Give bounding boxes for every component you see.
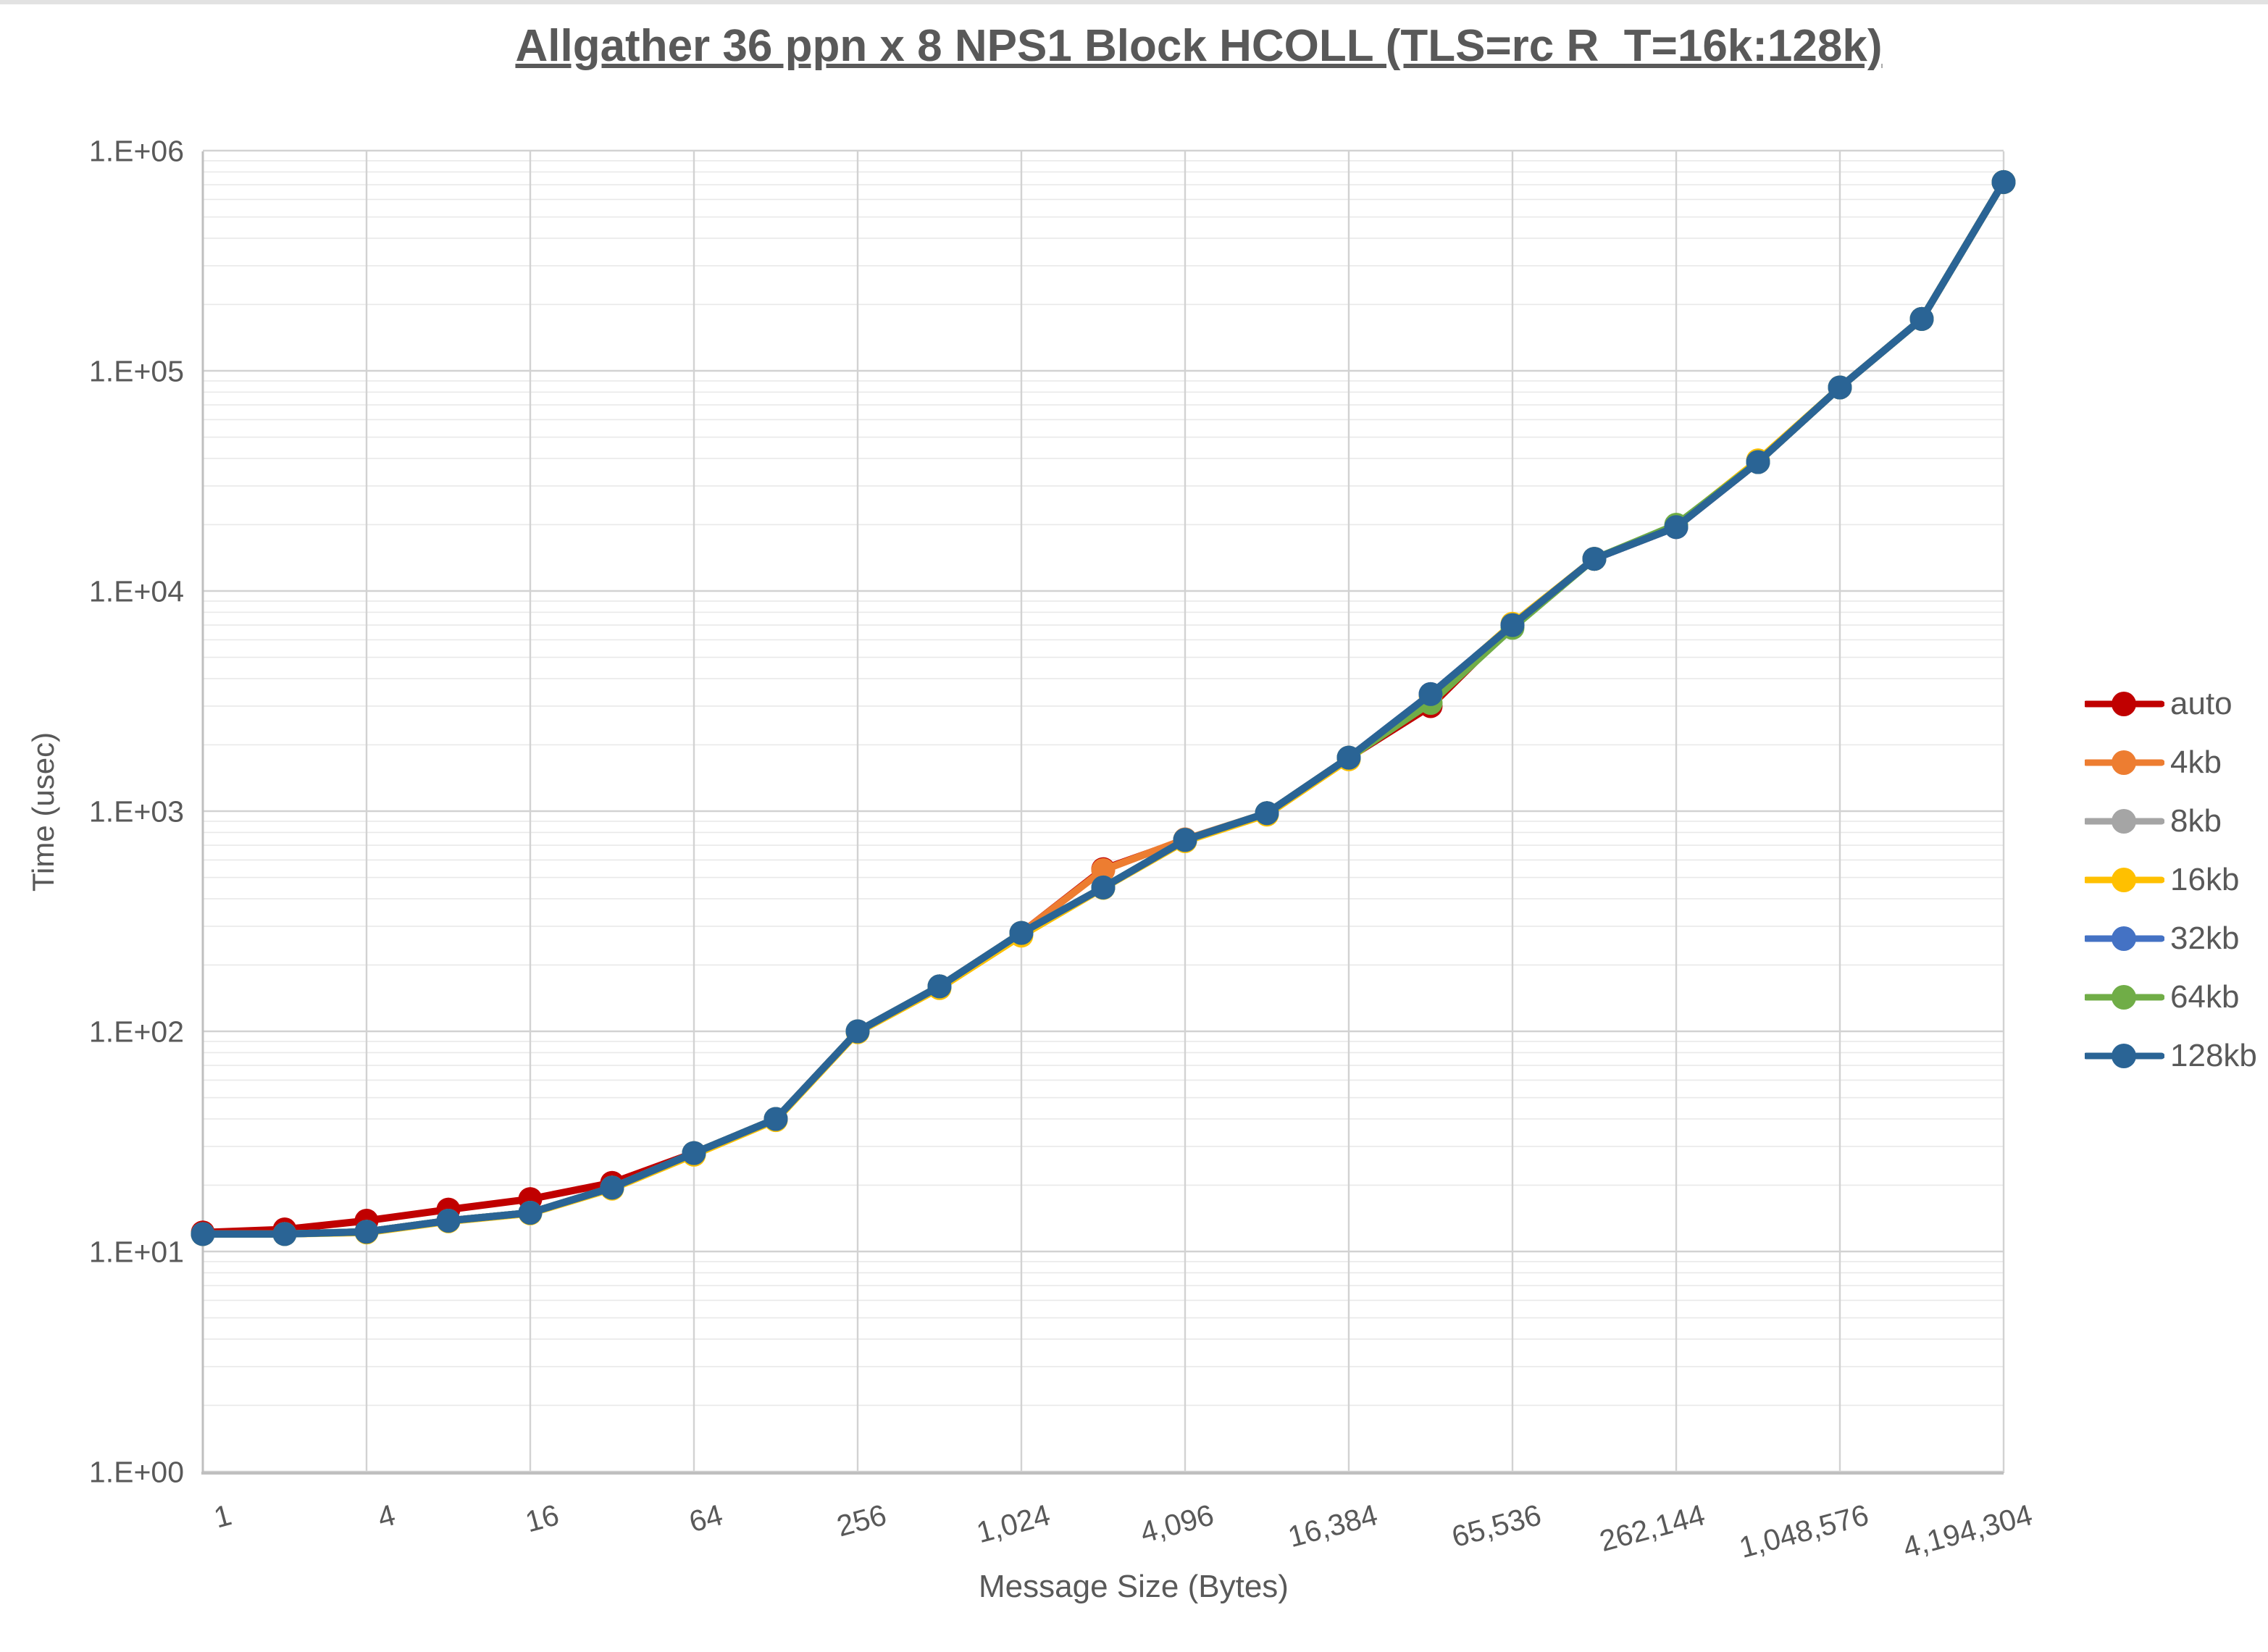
- x-tick-label: 4,096: [1137, 1498, 1217, 1549]
- series-64kb: [191, 169, 2016, 1246]
- legend-label-16kb: 16kb: [2170, 862, 2240, 897]
- series-line-auto: [199, 178, 2007, 1236]
- data-point-128kb: [518, 1201, 543, 1225]
- legend-label-8kb: 8kb: [2170, 803, 2222, 839]
- series-line-4kb: [199, 178, 2007, 1238]
- legend-marker-8kb: [2085, 809, 2164, 834]
- series-line-64kb: [199, 178, 2007, 1238]
- data-point-128kb: [1909, 306, 1934, 331]
- data-point-128kb: [845, 1019, 870, 1044]
- y-tick-labels: 1.E+00 1.E+01 1.E+02 1.E+03 1.E+04 1.E+05 1.E+…: [89, 134, 184, 1488]
- legend-item-8kb: 8kb: [2085, 803, 2257, 839]
- x-tick-label: 4: [374, 1498, 398, 1534]
- legend-item-auto: auto: [2085, 686, 2257, 721]
- y-axis-title: Time (usec): [26, 731, 60, 892]
- legend-dot: [2112, 750, 2136, 775]
- series-line-128kb: [199, 178, 2007, 1238]
- y-tick-label: 1.E+02: [89, 1015, 184, 1048]
- data-series: [191, 169, 2016, 1246]
- series-line-8kb: [199, 178, 2007, 1238]
- x-tick-label: 1: [210, 1498, 235, 1534]
- data-point-128kb: [682, 1141, 706, 1165]
- legend-marker-auto: [2085, 692, 2164, 716]
- data-point-128kb: [1091, 875, 1116, 900]
- legend-label-auto: auto: [2170, 686, 2233, 721]
- y-tick-label: 1.E+05: [89, 354, 184, 387]
- series-8kb: [191, 169, 2016, 1246]
- legend-marker-32kb: [2085, 926, 2164, 951]
- legend-marker-4kb: [2085, 750, 2164, 775]
- y-tick-label: 1.E+06: [89, 134, 184, 167]
- x-tick-label: 262,144: [1596, 1498, 1708, 1558]
- y-tick-label: 1.E+03: [89, 794, 184, 828]
- data-point-128kb: [1336, 745, 1361, 770]
- x-tick-label: 256: [833, 1498, 890, 1543]
- legend-item-128kb: 128kb: [2085, 1038, 2257, 1073]
- data-point-128kb: [272, 1222, 297, 1246]
- legend: auto 4kb 8kb 16kb 32kb 64kb 128kb: [2085, 686, 2257, 1073]
- legend-dot: [2112, 926, 2136, 951]
- legend-label-64kb: 64kb: [2170, 979, 2240, 1015]
- x-tick-label: 4,194,304: [1899, 1498, 2035, 1564]
- x-axis-title: Message Size (Bytes): [979, 1569, 1289, 1604]
- series-line-32kb: [199, 178, 2007, 1238]
- x-tick-label: 65,536: [1448, 1498, 1544, 1554]
- legend-dot: [2112, 985, 2136, 1010]
- y-tick-label: 1.E+01: [89, 1235, 184, 1268]
- data-point-128kb: [1582, 547, 1607, 571]
- y-tick-label: 1.E+04: [89, 574, 184, 608]
- legend-marker-16kb: [2085, 868, 2164, 892]
- legend-label-128kb: 128kb: [2170, 1038, 2257, 1073]
- data-point-128kb: [763, 1107, 788, 1131]
- x-tick-label: 16,384: [1284, 1498, 1381, 1554]
- data-point-4kb: [1091, 858, 1116, 882]
- minor-gridlines: [203, 160, 2004, 1406]
- x-tick-label: 16: [522, 1498, 562, 1538]
- data-point-128kb: [1500, 613, 1525, 637]
- legend-item-32kb: 32kb: [2085, 921, 2257, 956]
- data-point-128kb: [1828, 375, 1852, 400]
- data-point-128kb: [1255, 801, 1279, 826]
- chart-title: Allgather 36 ppn x 8 NPS1 Block HCOLL (T…: [515, 21, 1883, 71]
- x-tick-labels: 1 4 16 64 256 1,024 4,096 16,384 65,536 262,144 1,…: [210, 1498, 2035, 1564]
- legend-label-32kb: 32kb: [2170, 921, 2240, 956]
- x-tick-label: 1,024: [973, 1498, 1053, 1549]
- data-point-128kb: [191, 1222, 215, 1246]
- legend-marker-64kb: [2085, 985, 2164, 1010]
- series-16kb: [191, 169, 2016, 1246]
- x-tick-label: 64: [685, 1498, 726, 1538]
- data-point-128kb: [1009, 921, 1034, 945]
- vertical-gridlines: [201, 151, 2005, 1473]
- series-auto: [191, 169, 2016, 1245]
- data-point-128kb: [1746, 450, 1770, 474]
- legend-item-16kb: 16kb: [2085, 862, 2257, 897]
- legend-label-4kb: 4kb: [2170, 745, 2222, 780]
- data-point-128kb: [1991, 169, 2016, 194]
- data-point-128kb: [1664, 515, 1689, 540]
- legend-marker-128kb: [2085, 1044, 2164, 1068]
- series-128kb: [191, 169, 2016, 1246]
- data-point-128kb: [927, 974, 952, 999]
- series-line-16kb: [199, 178, 2007, 1238]
- legend-dot: [2112, 868, 2136, 892]
- data-point-128kb: [354, 1220, 379, 1244]
- data-point-128kb: [600, 1175, 624, 1200]
- series-4kb: [191, 169, 2016, 1246]
- legend-dot: [2112, 809, 2136, 834]
- legend-dot: [2112, 692, 2136, 716]
- plot-area: 1.E+00 1.E+01 1.E+02 1.E+03 1.E+04 1.E+05 1.E+…: [89, 134, 2035, 1564]
- legend-item-4kb: 4kb: [2085, 745, 2257, 780]
- data-point-128kb: [1418, 682, 1443, 706]
- data-point-128kb: [436, 1209, 461, 1233]
- y-tick-label: 1.E+00: [89, 1455, 184, 1488]
- legend-item-64kb: 64kb: [2085, 979, 2257, 1015]
- series-32kb: [191, 169, 2016, 1246]
- major-gridlines: [203, 149, 2004, 1473]
- data-point-128kb: [1173, 828, 1197, 852]
- x-tick-label: 1,048,576: [1736, 1498, 1872, 1564]
- axis-lines: [201, 151, 2004, 1475]
- legend-dot: [2112, 1044, 2136, 1068]
